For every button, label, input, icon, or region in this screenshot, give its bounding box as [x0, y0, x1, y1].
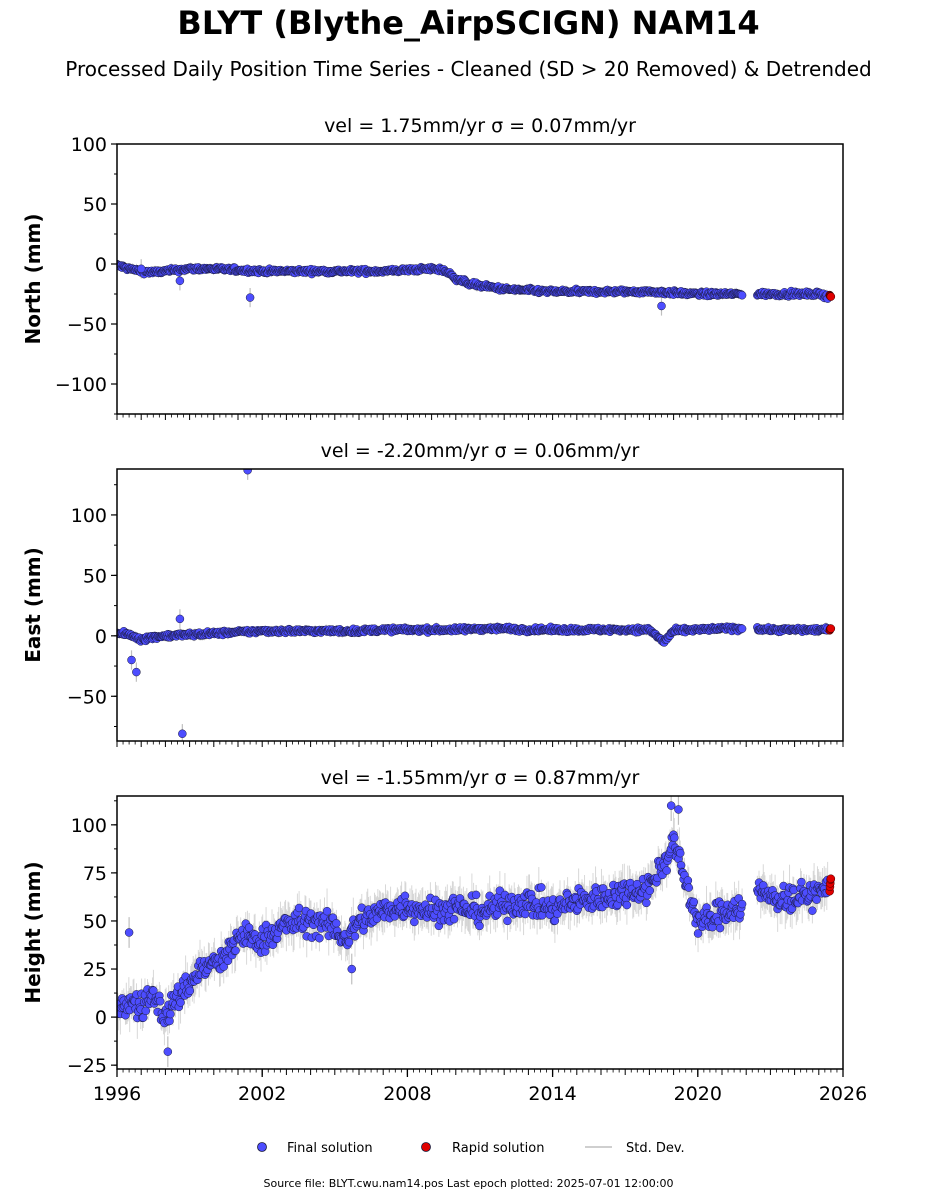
- y-tick-label: −100: [55, 374, 107, 396]
- final-solution-point: [141, 1006, 151, 1016]
- data-layer: [117, 469, 836, 741]
- outlier-point: [243, 469, 252, 475]
- final-solution-point: [223, 956, 233, 966]
- y-tick-label: 50: [83, 565, 107, 587]
- final-solution-point: [537, 883, 546, 892]
- final-solution-point: [503, 916, 512, 926]
- std-dev-bars: [117, 469, 829, 741]
- outlier-point: [132, 667, 141, 677]
- final-solution-point: [185, 986, 195, 996]
- panel-frame: [116, 468, 844, 742]
- final-solution-point: [471, 890, 481, 900]
- final-solution-point: [219, 962, 228, 971]
- final-solution-point: [332, 919, 341, 928]
- panel-2: vel = -1.55mm/yr σ = 0.87mm/yr Height (mm…: [21, 767, 867, 1105]
- y-tick-label: 100: [71, 134, 107, 156]
- final-solution-point: [410, 917, 419, 927]
- final-solution-point: [315, 933, 324, 943]
- rapid-solution-points: [825, 624, 836, 635]
- y-tick-label: 100: [71, 505, 107, 527]
- panel-1: vel = -2.20mm/yr σ = 0.06mm/yr East (mm) 1…: [21, 440, 844, 747]
- y-tick-label: −50: [67, 314, 107, 336]
- final-solution-point: [475, 921, 484, 931]
- chart-title: BLYT (Blythe_AirpSCIGN) NAM14: [177, 4, 760, 42]
- y-tick-label: 0: [95, 254, 107, 276]
- y-tick-label: −50: [67, 686, 107, 708]
- rapid-solution-points: [825, 290, 836, 301]
- panel-title: vel = -2.20mm/yr σ = 0.06mm/yr: [321, 440, 640, 462]
- panel-0: vel = 1.75mm/yr σ = 0.07mm/yr North (mm) 1…: [21, 115, 844, 420]
- outlier-point: [175, 276, 185, 286]
- panel-frame: [116, 143, 844, 415]
- final-solution-point: [244, 923, 254, 932]
- final-solution-points: [117, 259, 832, 311]
- panel-title: vel = -1.55mm/yr σ = 0.87mm/yr: [321, 767, 640, 789]
- final-solution-point: [344, 937, 354, 947]
- y-tick-label: 0: [95, 626, 107, 648]
- y-axis-label: Height (mm): [21, 861, 45, 1003]
- final-solution-point: [322, 906, 332, 916]
- y-axis-label: North (mm): [21, 213, 45, 344]
- outlier-point: [245, 293, 255, 302]
- outlier-point: [136, 264, 146, 274]
- chart-subtitle: Processed Daily Position Time Series - C…: [65, 57, 872, 81]
- final-solution-points: [117, 801, 832, 1056]
- final-solution-point: [176, 998, 185, 1007]
- y-axis-label: East (mm): [21, 547, 45, 663]
- outlier-point: [178, 729, 187, 738]
- data-layer: [117, 796, 836, 1068]
- final-solution-point: [231, 946, 240, 955]
- final-solution-point: [155, 996, 165, 1006]
- rapid-solution-point: [826, 292, 836, 301]
- data-layer: [117, 259, 836, 316]
- rapid-solution-point: [826, 624, 836, 633]
- final-solution-point: [350, 932, 360, 941]
- y-tick-label: 50: [83, 194, 107, 216]
- final-solution-point: [737, 291, 747, 300]
- outlier-point: [127, 655, 136, 665]
- final-solution-point: [737, 624, 747, 633]
- outlier-point: [175, 614, 185, 624]
- final-solution-point: [449, 914, 459, 924]
- outlier-point: [657, 301, 666, 311]
- panel-title: vel = 1.75mm/yr σ = 0.07mm/yr: [324, 115, 636, 137]
- final-solution-points: [117, 469, 832, 738]
- final-solution-point: [166, 1009, 175, 1019]
- final-solution-point: [521, 909, 530, 919]
- chart-panels: vel = 1.75mm/yr σ = 0.07mm/yr North (mm) 1…: [21, 115, 867, 1105]
